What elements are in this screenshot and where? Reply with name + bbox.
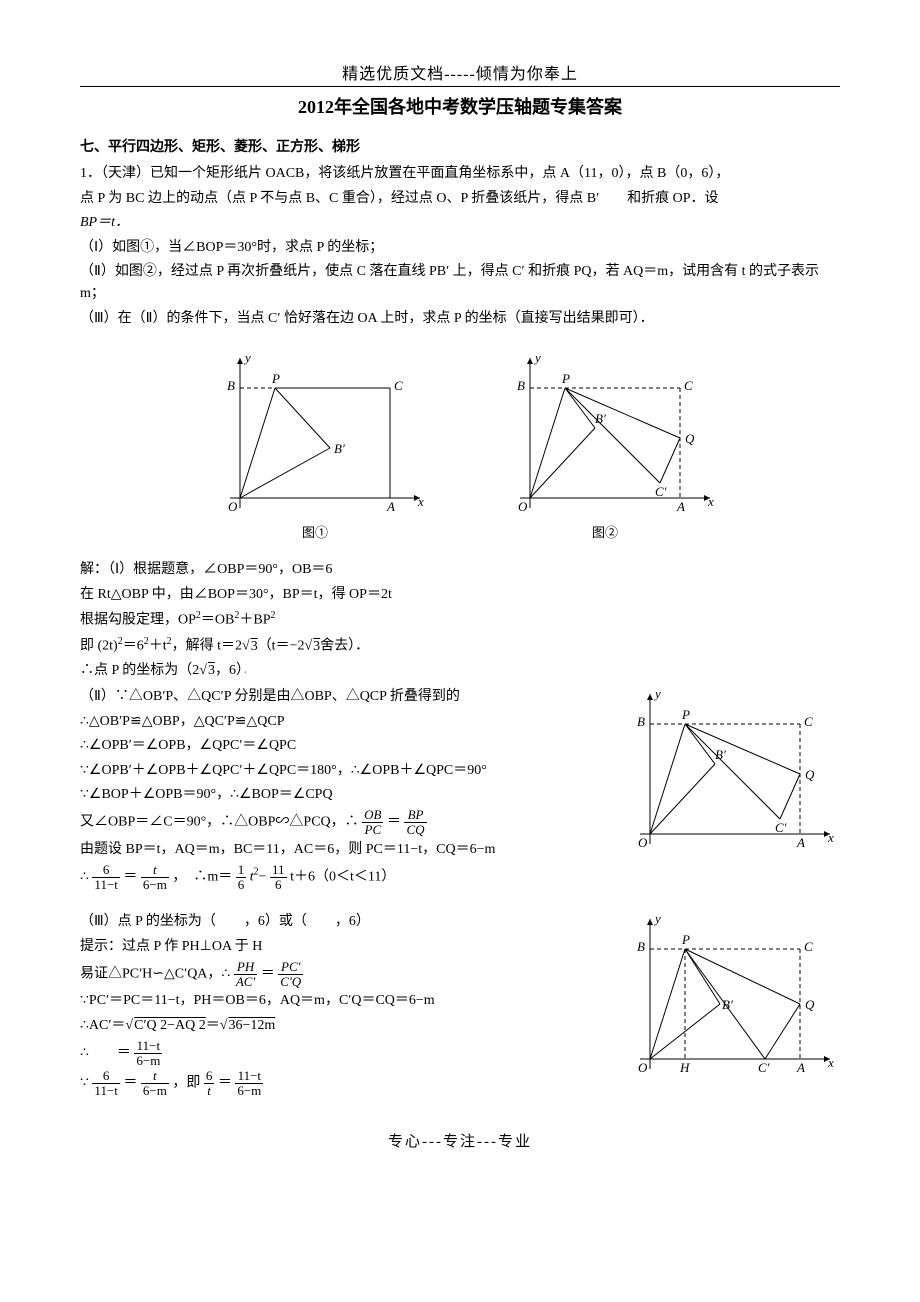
page-footer: 专心---专注---专业 — [80, 1130, 840, 1151]
svg-text:O: O — [638, 835, 648, 850]
svg-text:C: C — [684, 378, 693, 393]
sol-3-1: （Ⅲ）点 P 的坐标为（ ，6）或（ ，6） — [80, 911, 590, 933]
sol-2-4: ∵∠OPB′＋∠OPB＋∠QPC′＋∠QPC＝180°，∴∠OPB＋∠QPC＝9… — [80, 760, 590, 782]
sol-3-5: ∴AC′＝√C′Q 2−AQ 2＝√36−12m — [80, 1015, 590, 1037]
svg-text:y: y — [533, 350, 541, 365]
bp-eq-t: BP＝t． — [80, 215, 129, 230]
svg-text:P: P — [681, 707, 690, 722]
svg-text:C′: C′ — [758, 1060, 770, 1075]
svg-text:B: B — [637, 939, 645, 954]
sol-3-4: ∵PC′＝PC＝11−t，PH＝OB＝6，AQ＝m，C′Q＝CQ＝6−m — [80, 990, 590, 1012]
svg-text:B′: B′ — [595, 411, 606, 426]
sol-1-3: 根据勾股定理，OP2＝OB2＋BP2 — [80, 608, 840, 632]
svg-text:Q: Q — [805, 767, 815, 782]
sol-2-2: ∴△OB′P≌△OBP，△QC′P≌△QCP — [80, 711, 590, 733]
svg-text:P: P — [681, 932, 690, 947]
svg-text:B′: B′ — [715, 747, 726, 762]
svg-text:P: P — [561, 371, 570, 386]
svg-text:A: A — [796, 835, 805, 850]
problem-part-1: （Ⅰ）如图①，当∠BOP＝30°时，求点 P 的坐标； — [80, 237, 840, 259]
svg-text:B′: B′ — [722, 997, 733, 1012]
svg-text:x: x — [707, 494, 714, 509]
sol-3-7: ∵ 611−t ＝ t6−m ，即 6t ＝ 11−t6−m — [80, 1069, 590, 1097]
problem-intro-2: 点 P 为 BC 边上的动点（点 P 不与点 B、C 重合），经过点 O、P 折… — [80, 188, 840, 210]
figure-2-caption: 图② — [490, 522, 720, 541]
sol-2-7: 由题设 BP＝t，AQ＝m，BC＝11，AC＝6，则 PC＝11−t，CQ＝6−… — [80, 839, 590, 861]
top-header: 精选优质文档-----倾情为你奉上 — [80, 60, 840, 87]
svg-text:Q: Q — [805, 997, 815, 1012]
sol-1-2: 在 Rt△OBP 中，由∠BOP＝30°，BP＝t，得 OP＝2t — [80, 584, 840, 606]
sol-2-5: ∵∠BOP＋∠OPB＝90°，∴∠BOP＝∠CPQ — [80, 784, 590, 806]
sol-1-1: 解：（Ⅰ）根据题意，∠OBP＝90°，OB＝6 — [80, 559, 840, 581]
svg-text:C: C — [804, 939, 813, 954]
problem-intro-3: BP＝t． — [80, 212, 840, 234]
svg-text:A: A — [796, 1060, 805, 1075]
problem-part-2: （Ⅱ）如图②，经过点 P 再次折叠纸片，使点 C 落在直线 PB′ 上，得点 C… — [80, 261, 840, 306]
figure-2: O A x B P C B′ Q C′ y 图② — [490, 348, 720, 541]
svg-text:B: B — [227, 378, 235, 393]
figure-4-svg: O H C′ A x B P C B′ Q y — [610, 909, 840, 1079]
section-title: 七、平行四边形、矩形、菱形、正方形、梯形 — [80, 137, 840, 159]
svg-text:Q: Q — [685, 431, 695, 446]
figure-1-svg: O A x B P C B′ y — [200, 348, 430, 518]
svg-text:y: y — [243, 350, 251, 365]
figure-3-svg: O A x B P C B′ Q C′ y — [610, 684, 840, 854]
sol-1-4: 即 (2t)2＝62＋t2，解得 t＝2√3（t＝−2√3舍去）． — [80, 634, 840, 658]
sol-3-6: ∴ ＝ 11−t6−m — [80, 1039, 590, 1067]
sol-2-6: 又∠OBP＝∠C＝90°，∴△OBP∽△PCQ，∴ OBPC ＝ BPCQ — [80, 808, 590, 836]
svg-text:B′: B′ — [334, 441, 345, 456]
svg-text:O: O — [638, 1060, 648, 1075]
svg-text:C: C — [394, 378, 403, 393]
figure-row-1: O A x B P C B′ y 图① — [80, 348, 840, 541]
solution-part-2-block: （Ⅱ）∵△OB′P、△QC′P 分别是由△OBP、△QCP 折叠得到的 ∴△OB… — [80, 684, 840, 893]
svg-text:H: H — [679, 1060, 690, 1075]
svg-text:x: x — [827, 1055, 834, 1070]
dot-icon: ． — [243, 665, 253, 676]
problem-part-3: （Ⅲ）在（Ⅱ）的条件下，当点 C′ 恰好落在边 OA 上时，求点 P 的坐标（直… — [80, 308, 840, 330]
svg-text:A: A — [386, 499, 395, 514]
svg-text:x: x — [417, 494, 424, 509]
figure-1-caption: 图① — [200, 522, 430, 541]
problem-intro-1: 1．（天津）已知一个矩形纸片 OACB，将该纸片放置在平面直角坐标系中，点 A（… — [80, 163, 840, 185]
sol-1-5: ∴点 P 的坐标为（2√3，6）． — [80, 660, 840, 682]
sol-2-8: ∴ 611−t ＝ t6−m ， ∴m＝ 16 t2− 116 t＋6（0＜t＜… — [80, 863, 590, 891]
figure-3: O A x B P C B′ Q C′ y — [610, 684, 840, 854]
svg-text:P: P — [271, 371, 280, 386]
figure-4: O H C′ A x B P C B′ Q y — [610, 909, 840, 1079]
svg-text:y: y — [653, 686, 661, 701]
sol-3-2: 提示：过点 P 作 PH⊥OA 于 H — [80, 936, 590, 958]
svg-text:C′: C′ — [775, 820, 787, 835]
sol-2-1: （Ⅱ）∵△OB′P、△QC′P 分别是由△OBP、△QCP 折叠得到的 — [80, 686, 590, 708]
svg-text:A: A — [676, 499, 685, 514]
solution-part-3-block: （Ⅲ）点 P 的坐标为（ ，6）或（ ，6） 提示：过点 P 作 PH⊥OA 于… — [80, 909, 840, 1099]
svg-text:O: O — [518, 499, 528, 514]
figure-2-svg: O A x B P C B′ Q C′ y — [490, 348, 720, 518]
svg-text:O: O — [228, 499, 238, 514]
svg-text:B: B — [517, 378, 525, 393]
main-title: 2012年全国各地中考数学压轴题专集答案 — [80, 93, 840, 119]
page: 精选优质文档-----倾情为你奉上 2012年全国各地中考数学压轴题专集答案 七… — [0, 0, 920, 1191]
svg-text:x: x — [827, 830, 834, 845]
sol-3-3: 易证△PC′H∽△C′QA，∴ PHAC′ ＝ PC′C′Q — [80, 960, 590, 988]
figure-1: O A x B P C B′ y 图① — [200, 348, 430, 541]
svg-text:B: B — [637, 714, 645, 729]
svg-text:C: C — [804, 714, 813, 729]
sol-2-3: ∴∠OPB′＝∠OPB，∠QPC′＝∠QPC — [80, 735, 590, 757]
svg-text:C′: C′ — [655, 484, 667, 499]
svg-text:y: y — [653, 911, 661, 926]
